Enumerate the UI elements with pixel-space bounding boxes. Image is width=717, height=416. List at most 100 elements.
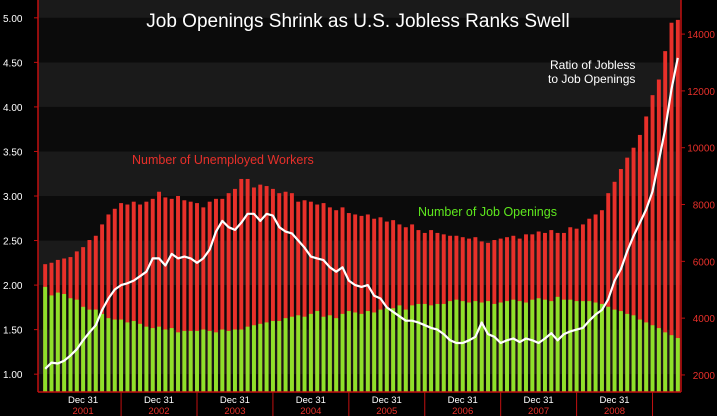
openings-bar: [454, 299, 459, 392]
openings-bar: [530, 299, 535, 392]
x-year-label: 2006: [452, 406, 473, 416]
unemployed-bar: [606, 193, 611, 392]
x-year-label: 2003: [224, 406, 245, 416]
unemployed-bar: [138, 204, 143, 392]
x-axis-strip: [38, 392, 681, 416]
unemployed-bar: [302, 200, 307, 392]
openings-bar: [384, 308, 389, 392]
unemployed-bar: [321, 203, 326, 392]
left-tick-label: 3.50: [3, 147, 23, 158]
openings-bar: [599, 303, 604, 392]
x-tick-label: Dec 31: [599, 395, 629, 406]
openings-bar: [87, 309, 92, 392]
unemployed-bar: [644, 116, 649, 392]
unemployed-bar: [315, 204, 320, 392]
openings-bar: [334, 318, 339, 392]
left-tick-label: 4.00: [3, 103, 23, 114]
grid-band: [38, 151, 681, 196]
grid-band: [38, 106, 681, 152]
openings-bar: [536, 298, 541, 392]
left-tick-label: 4.50: [3, 58, 23, 69]
openings-bar: [587, 301, 592, 392]
openings-bar: [663, 332, 668, 392]
openings-bar: [81, 306, 86, 392]
unemployed-bar: [612, 181, 617, 392]
right-tick-label: 2000: [693, 371, 716, 382]
openings-bar: [62, 294, 67, 392]
openings-bar: [574, 301, 579, 392]
openings-bar: [188, 330, 193, 392]
x-tick-label: Dec 31: [524, 395, 554, 406]
unemployed-bar: [201, 207, 206, 392]
openings-bar: [593, 302, 598, 392]
openings-bar: [637, 319, 642, 392]
openings-bar: [245, 326, 250, 392]
openings-bar: [251, 325, 256, 392]
openings-bar: [479, 302, 484, 392]
right-tick-label: 14000: [687, 30, 715, 41]
openings-bars: [43, 286, 680, 392]
unemployed-bar: [270, 188, 275, 392]
right-tick-label: 6000: [693, 257, 716, 268]
ratio-label-line2: to Job Openings: [548, 72, 635, 86]
openings-bar: [435, 303, 440, 392]
openings-bar: [239, 329, 244, 392]
openings-bar: [93, 309, 98, 392]
unemployed-bar: [340, 207, 345, 392]
openings-bar: [644, 322, 649, 392]
unemployed-bar: [176, 196, 180, 392]
unemployed-bar: [214, 198, 218, 392]
unemployed-bar: [144, 201, 149, 392]
openings-bar: [346, 311, 351, 392]
x-year-label: 2008: [604, 406, 625, 416]
unemployed-bar: [131, 201, 136, 392]
unemployed-label: Number of Unemployed Workers: [132, 153, 314, 167]
right-axis-ticks: 2000 4000 6000 8000 10000 12000 14000: [681, 30, 715, 382]
unemployed-bar: [106, 214, 111, 392]
unemployed-bar: [327, 207, 332, 392]
unemployed-bar: [334, 210, 339, 392]
openings-bar: [100, 313, 105, 392]
x-tick-label: Dec 31: [68, 395, 98, 406]
grid-band: [38, 62, 681, 107]
ratio-label-line1: Ratio of Jobless: [550, 58, 635, 72]
openings-bar: [612, 309, 617, 392]
unemployed-bar: [296, 201, 301, 392]
right-tick-label: 4000: [693, 314, 716, 325]
right-tick-label: 8000: [693, 201, 716, 212]
openings-bar: [618, 311, 623, 392]
unemployed-bar: [226, 193, 231, 392]
openings-bar: [460, 301, 465, 392]
left-tick-label: 3.00: [3, 192, 23, 203]
openings-bar: [258, 323, 263, 392]
unemployed-bar: [391, 220, 396, 392]
openings-bar: [106, 318, 111, 392]
openings-bar: [119, 319, 124, 392]
unemployed-bar: [150, 198, 155, 392]
openings-bar: [176, 332, 180, 392]
openings-bar: [365, 311, 370, 392]
x-year-label: 2005: [376, 406, 397, 416]
left-axis-ticks: 1.00 1.50 2.00 2.50 3.00 3.50 4.00 4.50 5.00: [3, 14, 38, 381]
openings-bar: [157, 326, 162, 392]
openings-bar: [112, 319, 117, 392]
openings-bar: [492, 303, 497, 392]
openings-bar: [448, 301, 453, 392]
openings-bar: [675, 338, 680, 392]
chart-title: Job Openings Shrink as U.S. Jobless Rank…: [146, 11, 569, 32]
left-tick-label: 1.00: [3, 370, 23, 381]
unemployed-bar: [220, 198, 225, 392]
unemployed-bar: [112, 208, 117, 392]
unemployed-bar: [618, 169, 623, 392]
grid-band: [38, 0, 681, 18]
x-tick-label: Dec 31: [296, 395, 326, 406]
openings-bar: [302, 316, 307, 392]
unemployed-bar: [631, 147, 636, 392]
unemployed-bar: [163, 197, 168, 392]
unemployed-bar: [372, 218, 377, 392]
openings-bar: [125, 322, 130, 392]
openings-bar: [467, 302, 472, 392]
openings-bar: [422, 303, 427, 392]
openings-bar: [441, 303, 446, 392]
